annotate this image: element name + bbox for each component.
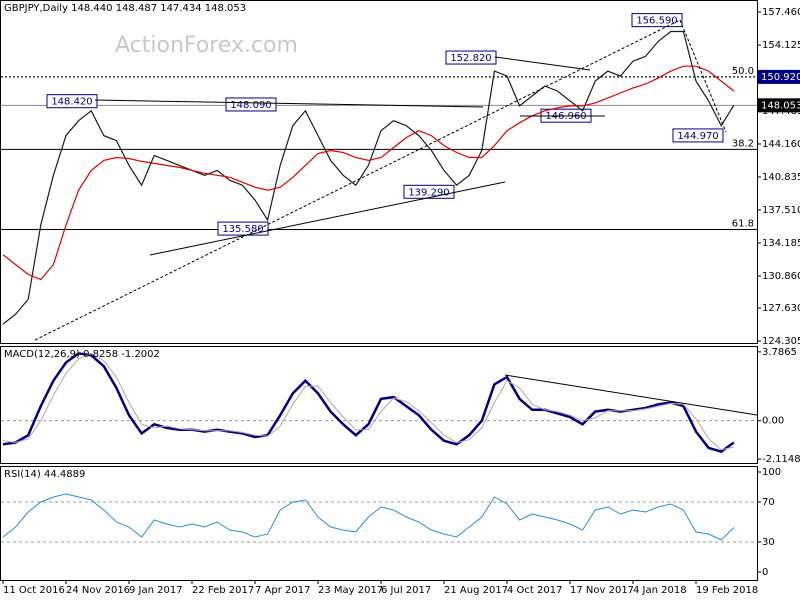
y-tick-label: 140.835 (762, 172, 800, 183)
trendlines (34, 19, 758, 416)
annotation-label: 148.420 (51, 97, 92, 108)
panel-frame (0, 346, 758, 464)
annotation-label: 139.290 (408, 187, 449, 198)
annotation-label: 144.970 (677, 131, 718, 142)
x-tick-label: 4 Jan 2018 (633, 585, 687, 596)
annotation-label: 135.580 (222, 224, 263, 235)
series-line (2, 65, 735, 281)
annotation-box (225, 97, 277, 112)
y-tick-label: 124.305 (762, 336, 800, 347)
y-tick-label: 30 (762, 537, 775, 548)
price-box-label: 150.920 (761, 72, 800, 83)
y-tick-label: 130.860 (762, 271, 800, 282)
price-box-label: 148.053 (761, 100, 800, 111)
y-tick-label: 70 (762, 497, 775, 508)
x-tick-label: 11 Oct 2016 (3, 585, 65, 596)
trendline (679, 19, 727, 133)
panel-frame (0, 466, 758, 581)
trendline (149, 181, 506, 256)
series-line (2, 493, 735, 541)
watermark: ActionForex.com (115, 33, 298, 58)
x-tick-label: 22 Feb 2017 (192, 585, 254, 596)
x-tick-label: 4 Oct 2017 (507, 585, 562, 596)
trendline (94, 99, 484, 108)
annotation-box (46, 94, 98, 109)
annotation-box (217, 221, 269, 236)
series-line (2, 30, 735, 325)
fib-label: 38.2 (732, 138, 754, 149)
panel-title: GBPJPY,Daily 148.440 148.487 147.434 148… (4, 3, 246, 14)
panel-title: RSI(14) 44.4889 (4, 469, 85, 480)
y-tick-label: 3.7865 (762, 347, 797, 358)
y-tick-label: 137.510 (762, 205, 800, 216)
panel-title: MACD(12,26,9) 0.8258 -1.2002 (4, 349, 160, 360)
x-tick-label: 19 Feb 2018 (696, 585, 758, 596)
y-tick-label: 154.125 (762, 40, 800, 51)
annotation-box (631, 13, 683, 28)
panel-frame (0, 0, 758, 344)
annotation-label: 152.820 (450, 53, 491, 64)
y-tick-label: 0 (762, 567, 768, 578)
y-tick-label: 134.185 (762, 238, 800, 249)
y-tick-label: -2.1148 (762, 454, 800, 465)
x-tick-label: 17 Nov 2017 (570, 585, 634, 596)
annotation-label: 156.590 (636, 16, 677, 27)
fib-label: 50.0 (732, 66, 754, 77)
trendline (504, 374, 758, 416)
annotation-label: 148.090 (230, 100, 271, 111)
x-tick-label: 7 Apr 2017 (255, 585, 310, 596)
y-tick-label: 144.160 (762, 139, 800, 150)
x-tick-label: 9 Jan 2017 (129, 585, 183, 596)
y-tick-label: 100 (762, 467, 781, 478)
y-tick-label: 157.460 (762, 7, 800, 18)
annotation-box (672, 128, 724, 143)
x-tick-label: 21 Aug 2017 (444, 585, 508, 596)
fib-label: 61.8 (732, 218, 754, 229)
series-line (2, 352, 734, 451)
trendline (494, 56, 591, 71)
x-tick-label: 24 Nov 2016 (66, 585, 130, 596)
y-tick-label: 127.630 (762, 303, 800, 314)
price-box (758, 98, 800, 113)
y-tick-label: 0.00 (762, 416, 784, 427)
price-box (758, 69, 800, 84)
annotation-label: 146.960 (545, 111, 586, 122)
x-tick-label: 23 May 2017 (318, 585, 383, 596)
trendline (34, 19, 681, 341)
x-tick-label: 6 Jul 2017 (381, 585, 431, 596)
